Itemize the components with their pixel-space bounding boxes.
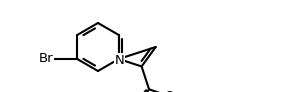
Text: N: N — [115, 54, 125, 67]
Text: Br: Br — [38, 53, 53, 66]
Text: O: O — [165, 90, 175, 92]
